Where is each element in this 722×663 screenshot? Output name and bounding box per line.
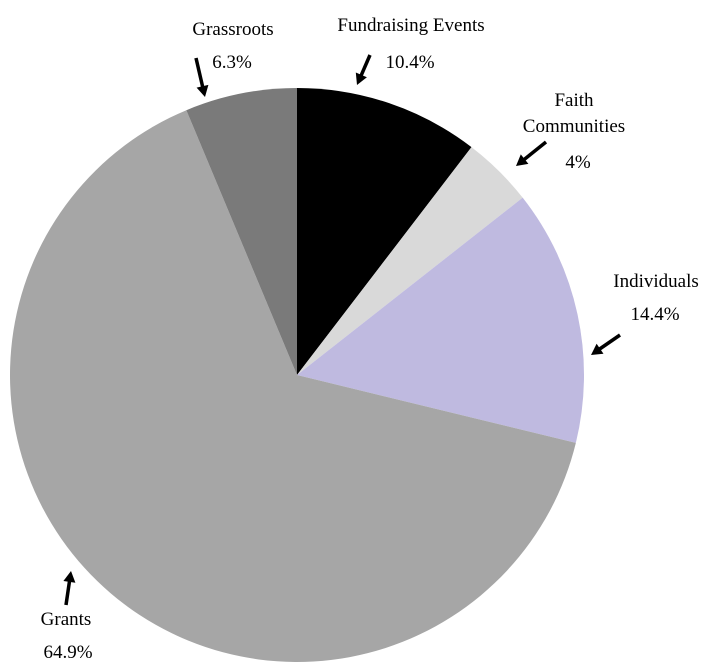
arrowhead-fundraising-events xyxy=(355,72,367,85)
slice-value-grassroots: 6.3% xyxy=(212,52,252,73)
slice-value-individuals: 14.4% xyxy=(630,304,679,325)
arrow-grassroots xyxy=(194,57,205,89)
slice-label-fundraising-events: Fundraising Events xyxy=(337,15,484,36)
slice-value-fundraising-events: 10.4% xyxy=(385,52,434,73)
slice-value-faith-communities: 4% xyxy=(565,152,591,173)
arrow-fundraising-events xyxy=(358,54,372,78)
arrowhead-individuals xyxy=(591,343,604,355)
pie-slice-fundraising-events xyxy=(297,88,472,375)
pie-slice-faith-communities xyxy=(297,147,523,375)
slice-label-faith-communities-line-2: Communities xyxy=(523,116,625,137)
pie-slice-individuals xyxy=(297,197,585,443)
pie-slice-grants xyxy=(10,110,576,662)
labels-group: Fundraising Events 10.4% Faith Communities 4… xyxy=(41,15,699,663)
pie-slice-grassroots xyxy=(186,88,297,375)
arrow-faith-communities xyxy=(521,140,548,162)
slice-label-grants: Grants xyxy=(41,609,92,630)
arrowhead-faith-communities xyxy=(516,154,529,166)
arrowhead-grants xyxy=(63,571,76,583)
arrowhead-grassroots xyxy=(196,84,209,97)
slice-value-grants: 64.9% xyxy=(43,642,92,663)
slices-group xyxy=(10,88,585,662)
slice-label-grassroots: Grassroots xyxy=(192,19,273,40)
arrow-individuals xyxy=(597,333,621,352)
slice-label-individuals: Individuals xyxy=(613,271,699,292)
slice-label-faith-communities-line-1: Faith xyxy=(554,90,594,111)
arrow-grants xyxy=(64,579,72,606)
